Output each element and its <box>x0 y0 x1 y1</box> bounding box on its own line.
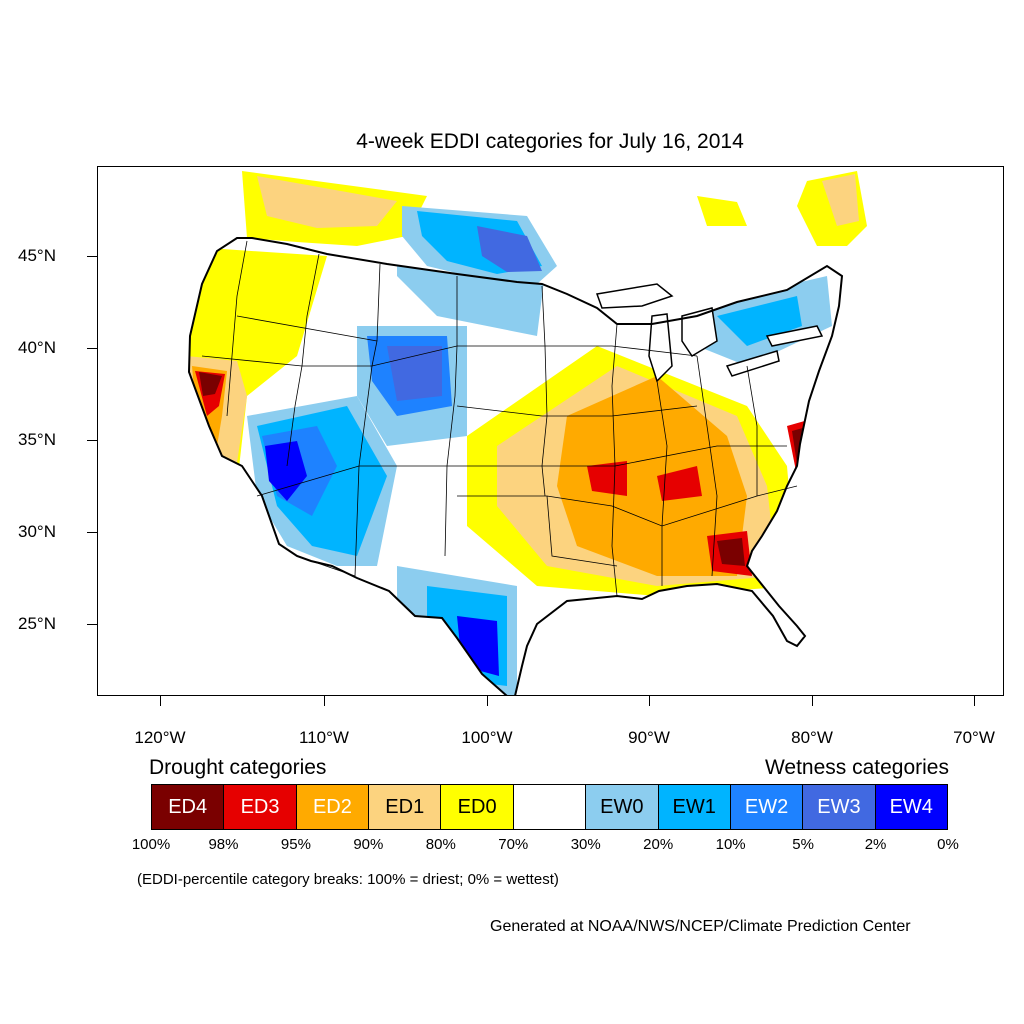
legend-cell-ew0: EW0 <box>586 785 659 829</box>
lon-tick <box>160 696 161 706</box>
legend-cell-ew1: EW1 <box>658 785 731 829</box>
map-border <box>97 166 1004 696</box>
legend-cell-neutral <box>513 785 587 829</box>
drought-heading: Drought categories <box>149 756 327 779</box>
legend-cell-ew4: EW4 <box>875 785 947 829</box>
percent-break-label: 90% <box>353 836 384 853</box>
lat-tick <box>87 532 97 533</box>
lat-label-25n: 25°N <box>18 614 56 633</box>
legend-bar: ED4 ED3 ED2 ED1 ED0 EW0 EW1 EW2 EW3 EW4 <box>151 784 948 830</box>
map-title: 4-week EDDI categories for July 16, 2014 <box>356 130 744 153</box>
us-outline <box>187 237 844 696</box>
percent-break-label: 100% <box>131 836 171 853</box>
lat-label-35n: 35°N <box>18 430 56 449</box>
lon-tick <box>812 696 813 706</box>
lon-tick <box>649 696 650 706</box>
state-boundaries <box>201 240 798 597</box>
lon-label-100w: 100°W <box>461 728 513 747</box>
lat-label-30n: 30°N <box>18 522 56 541</box>
lat-tick <box>87 256 97 257</box>
lat-tick <box>87 348 97 349</box>
legend-cell-ed4: ED4 <box>152 785 225 829</box>
percent-break-label: 98% <box>208 836 239 853</box>
lat-tick <box>87 624 97 625</box>
lat-label-45n: 45°N <box>18 246 56 265</box>
percent-break-label: 5% <box>792 836 814 853</box>
category-note: (EDDI-percentile category breaks: 100% =… <box>137 871 559 888</box>
lat-label-40n: 40°N <box>18 338 56 357</box>
percent-break-label: 10% <box>715 836 746 853</box>
wetness-heading: Wetness categories <box>764 756 949 779</box>
credit-text: Generated at NOAA/NWS/NCEP/Climate Predi… <box>490 918 911 935</box>
percent-break-label: 95% <box>280 836 311 853</box>
eddi-map <box>97 166 1004 696</box>
percent-break-label: 30% <box>570 836 601 853</box>
legend-cell-ew2: EW2 <box>730 785 804 829</box>
legend-cell-ed3: ED3 <box>224 785 297 829</box>
lon-label-110w: 110°W <box>299 728 349 747</box>
lon-tick <box>974 696 975 706</box>
legend-cell-ed1: ED1 <box>369 785 442 829</box>
lon-label-70w: 70°W <box>953 728 995 747</box>
lon-label-90w: 90°W <box>628 728 670 747</box>
lon-tick <box>324 696 325 706</box>
legend-cell-ew3: EW3 <box>803 785 876 829</box>
great-lakes <box>595 283 824 383</box>
lon-label-80w: 80°W <box>791 728 833 747</box>
percent-break-label: 80% <box>425 836 456 853</box>
legend-cell-ed2: ED2 <box>296 785 370 829</box>
percent-break-label: 0% <box>937 836 959 853</box>
percent-break-label: 2% <box>864 836 887 853</box>
percent-break-label: 70% <box>498 836 529 853</box>
legend-cell-ed0: ED0 <box>441 785 514 829</box>
lat-tick <box>87 440 97 441</box>
lon-tick <box>487 696 488 706</box>
percent-break-label: 20% <box>643 836 674 853</box>
lon-label-120w: 120°W <box>134 728 186 747</box>
canada-shading <box>242 171 867 284</box>
